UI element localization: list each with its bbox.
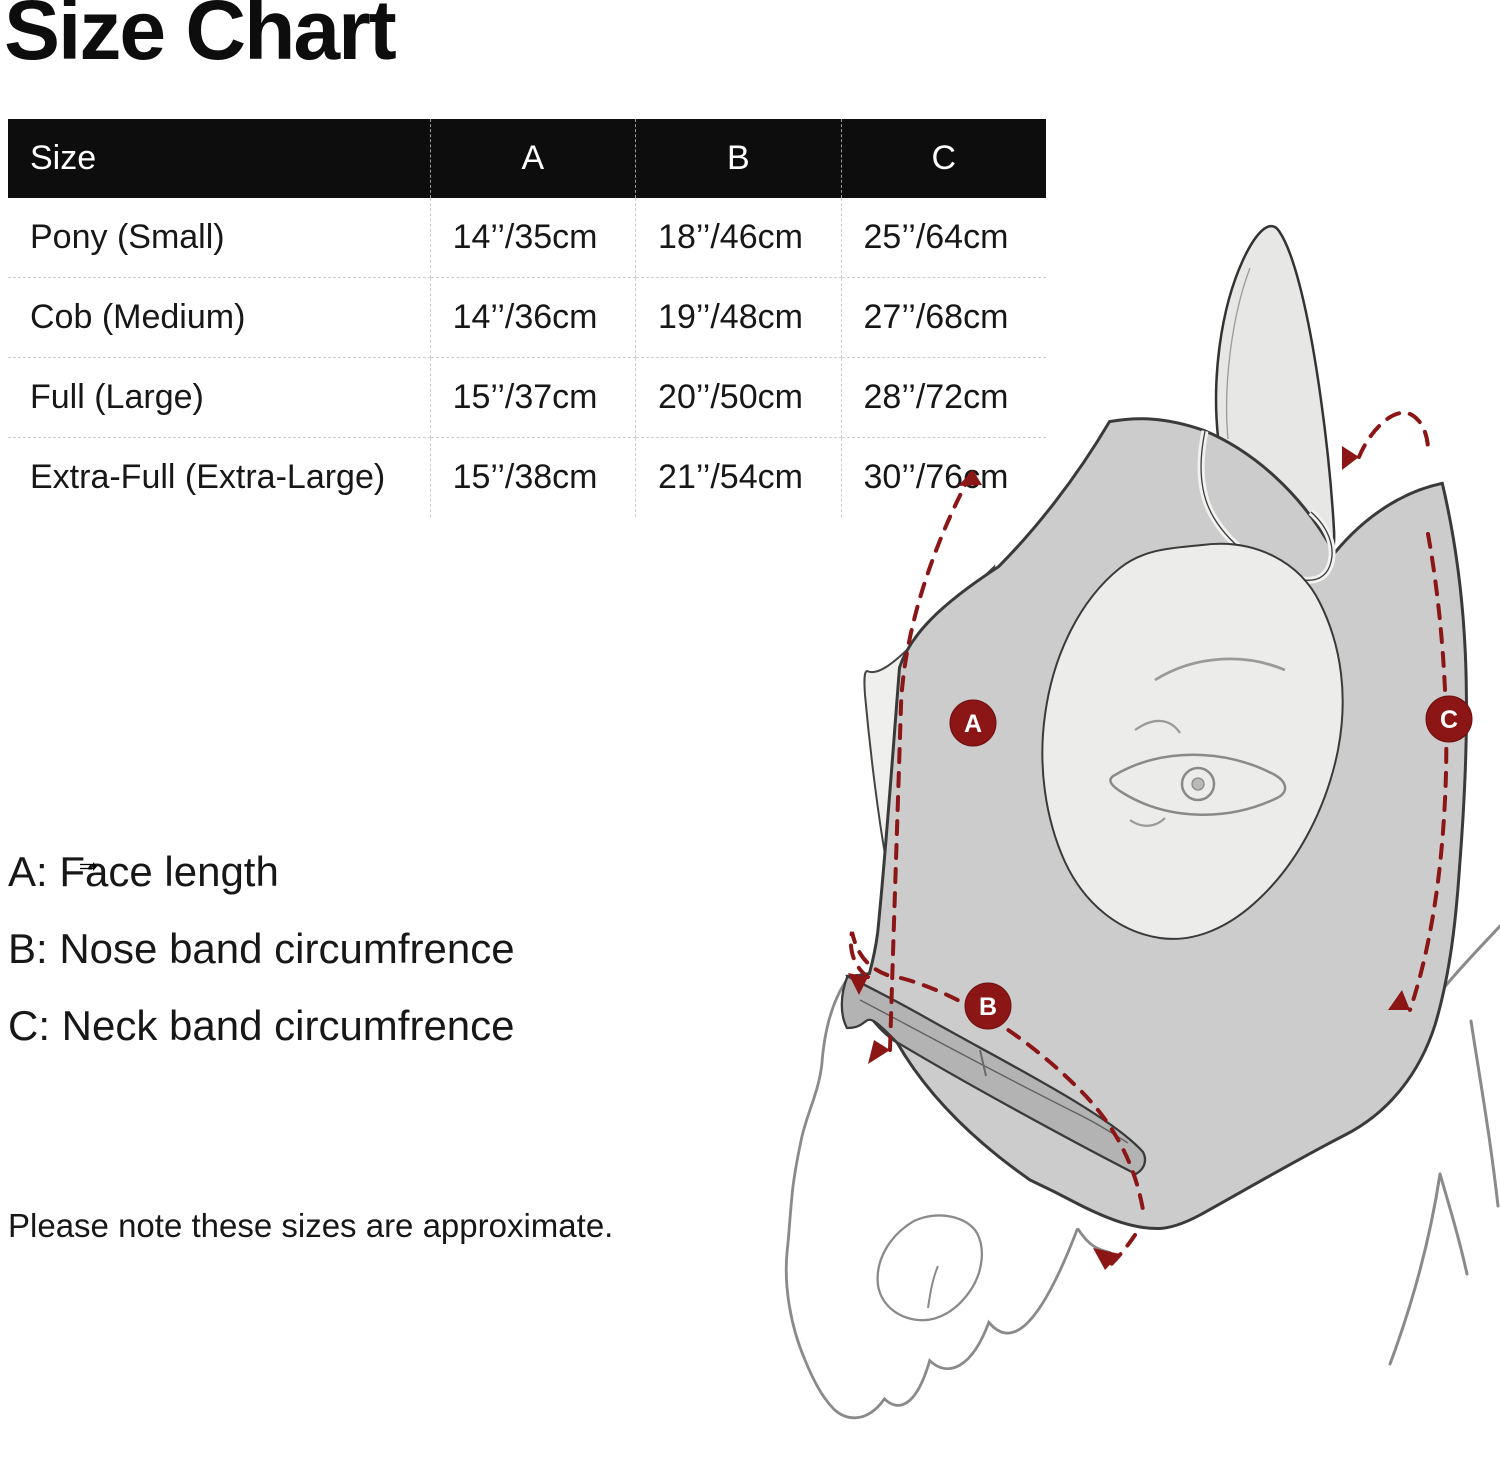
svg-text:B: B (979, 993, 997, 1021)
svg-text:A: A (964, 710, 982, 738)
svg-text:C: C (1440, 706, 1458, 734)
